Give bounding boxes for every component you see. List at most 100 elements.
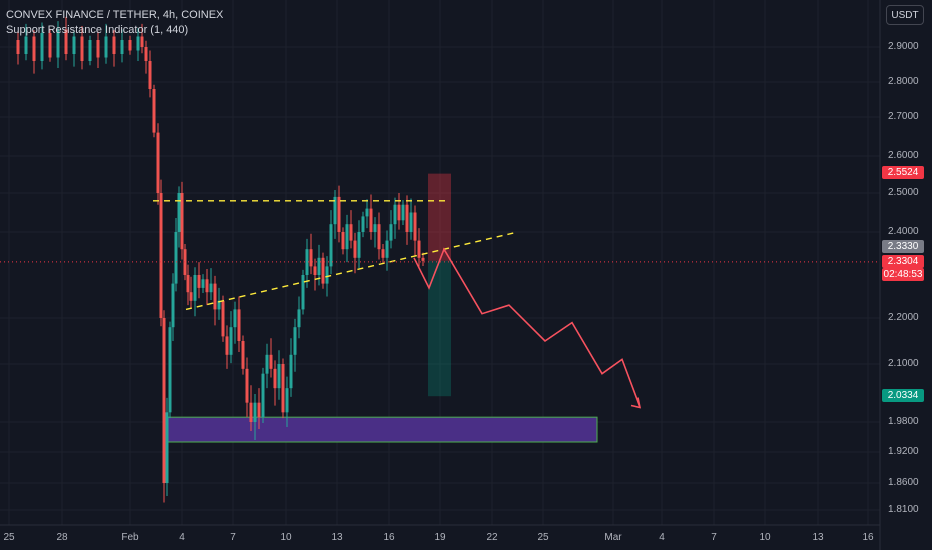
time-tick: 25 — [3, 532, 15, 543]
candle-body — [217, 300, 221, 310]
price-tick: 2.8000 — [888, 76, 919, 87]
time-tick: Feb — [121, 532, 139, 543]
candle-body — [353, 240, 357, 258]
countdown-tag: 02:48:53 — [882, 268, 924, 281]
candle-body — [257, 402, 261, 418]
target-zone — [428, 260, 451, 397]
time-tick: 4 — [659, 532, 665, 543]
candle-body — [293, 327, 297, 355]
candle-body — [24, 36, 28, 54]
candle-body — [189, 292, 193, 301]
candle-body — [401, 204, 405, 221]
candle-body — [381, 249, 385, 258]
candle-body — [197, 275, 201, 288]
projection-path — [413, 247, 641, 408]
price-tick: 1.8600 — [888, 477, 919, 488]
currency-button[interactable]: USDT — [886, 5, 924, 25]
time-tick: 7 — [711, 532, 717, 543]
time-tick: Mar — [604, 532, 622, 543]
candle-body — [421, 257, 425, 261]
projection-arrowhead — [630, 397, 642, 409]
candle-body — [357, 232, 361, 258]
candle-body — [168, 327, 172, 413]
candle-body — [177, 193, 181, 232]
candle-body — [361, 216, 365, 232]
entry-price-tag: 2.3330 — [882, 240, 924, 253]
candle-body — [273, 368, 277, 389]
time-tick: 16 — [383, 532, 395, 543]
candle-body — [174, 232, 178, 284]
price-tick: 2.6000 — [888, 150, 919, 161]
candle-body — [265, 354, 269, 374]
time-tick: 28 — [56, 532, 68, 543]
price-tick: 1.9200 — [888, 446, 919, 457]
candle-body — [40, 33, 44, 61]
time-tick: 13 — [812, 532, 824, 543]
time-tick: 16 — [862, 532, 874, 543]
candle-body — [369, 208, 373, 232]
candle-body — [345, 224, 349, 250]
candle-body — [180, 193, 184, 250]
candle-body — [144, 47, 148, 61]
candle-body — [88, 40, 92, 61]
time-tick: 4 — [179, 532, 185, 543]
candle-body — [225, 336, 229, 355]
stop-zone — [428, 173, 451, 261]
candle-body — [156, 132, 160, 193]
symbol-title: CONVEX FINANCE / TETHER, 4h, COINEX — [6, 9, 224, 21]
time-tick: 10 — [759, 532, 771, 543]
candle-body — [417, 240, 421, 258]
candle-body — [349, 224, 353, 241]
candle-body — [209, 283, 213, 293]
candle-body — [233, 309, 237, 328]
time-tick: 22 — [486, 532, 498, 543]
candle-body — [309, 249, 313, 267]
price-tick: 2.4000 — [888, 226, 919, 237]
candle-body — [148, 61, 152, 89]
support-zone — [167, 416, 598, 443]
last-price-tag: 2.3304 — [882, 255, 924, 268]
price-tick: 1.9800 — [888, 416, 919, 427]
time-tick: 7 — [230, 532, 236, 543]
candle-body — [337, 196, 341, 232]
candle-body — [72, 36, 76, 54]
candle-body — [128, 40, 132, 51]
candle-body — [48, 33, 52, 58]
candle-body — [409, 212, 413, 232]
candle-body — [329, 224, 333, 267]
candle-body — [221, 300, 225, 337]
candle-body — [373, 224, 377, 232]
candle-body — [333, 196, 337, 225]
candle-body — [136, 36, 140, 51]
candle-body — [365, 208, 369, 217]
candle-body — [183, 249, 187, 275]
candle-body — [297, 309, 301, 328]
candle-body — [397, 204, 401, 221]
price-tick: 2.7000 — [888, 111, 919, 122]
candle-body — [405, 204, 409, 232]
target-top-price-tag: 2.5524 — [882, 166, 924, 179]
candle-body — [159, 193, 163, 318]
candle-body — [321, 257, 325, 284]
candle-body — [201, 279, 205, 288]
candle-body — [186, 275, 190, 293]
candle-body — [281, 364, 285, 413]
candle-body — [253, 402, 257, 422]
candle-body — [140, 36, 144, 47]
candle-body — [305, 249, 309, 275]
candle-body — [96, 40, 100, 58]
price-tick: 2.2000 — [888, 312, 919, 323]
indicator-label: Support Resistance Indicator (1, 440) — [6, 24, 189, 36]
candle-body — [171, 283, 175, 328]
candle-body — [325, 266, 329, 284]
candle-body — [413, 212, 417, 241]
candle-body — [16, 40, 20, 54]
candle-body — [285, 388, 289, 413]
target-bottom-price-tag: 2.0334 — [882, 389, 924, 402]
price-tick: 2.5000 — [888, 187, 919, 198]
time-tick: 10 — [280, 532, 292, 543]
candle-body — [249, 402, 253, 422]
overlays — [0, 200, 880, 409]
time-tick: 13 — [331, 532, 343, 543]
